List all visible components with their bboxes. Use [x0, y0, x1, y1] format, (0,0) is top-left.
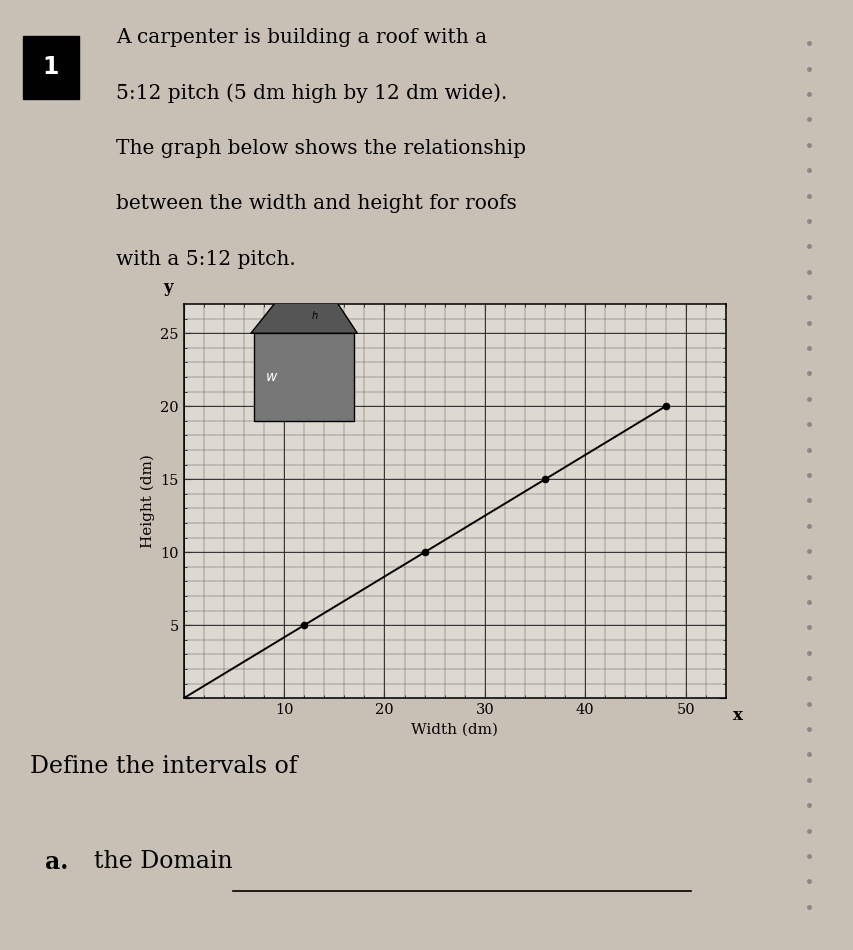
Text: between the width and height for roofs: between the width and height for roofs	[116, 195, 517, 214]
Text: the Domain: the Domain	[94, 850, 232, 873]
Text: 1: 1	[43, 55, 59, 80]
Text: 5:12 pitch (5 dm high by 12 dm wide).: 5:12 pitch (5 dm high by 12 dm wide).	[116, 84, 508, 103]
Text: The graph below shows the relationship: The graph below shows the relationship	[116, 139, 525, 158]
Bar	[253, 333, 354, 421]
X-axis label: Width (dm): Width (dm)	[411, 723, 497, 736]
Text: a.: a.	[45, 850, 68, 874]
Point	[417, 544, 431, 560]
Point	[537, 471, 551, 486]
FancyBboxPatch shape	[22, 36, 78, 99]
Text: Define the intervals of: Define the intervals of	[30, 755, 297, 778]
Y-axis label: Height (dm): Height (dm)	[140, 454, 154, 548]
Text: y: y	[164, 279, 173, 296]
Text: w: w	[265, 370, 277, 385]
Text: with a 5:12 pitch.: with a 5:12 pitch.	[116, 250, 296, 269]
Point	[297, 618, 310, 633]
Point	[658, 399, 671, 414]
Polygon shape	[251, 260, 357, 333]
Text: x: x	[732, 707, 742, 724]
Text: h: h	[312, 311, 318, 320]
Text: A carpenter is building a roof with a: A carpenter is building a roof with a	[116, 28, 487, 47]
